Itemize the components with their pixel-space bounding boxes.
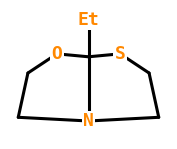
Text: O: O [52,45,62,63]
Text: N: N [83,112,94,130]
Text: S: S [115,45,125,63]
Text: Et: Et [78,11,99,29]
